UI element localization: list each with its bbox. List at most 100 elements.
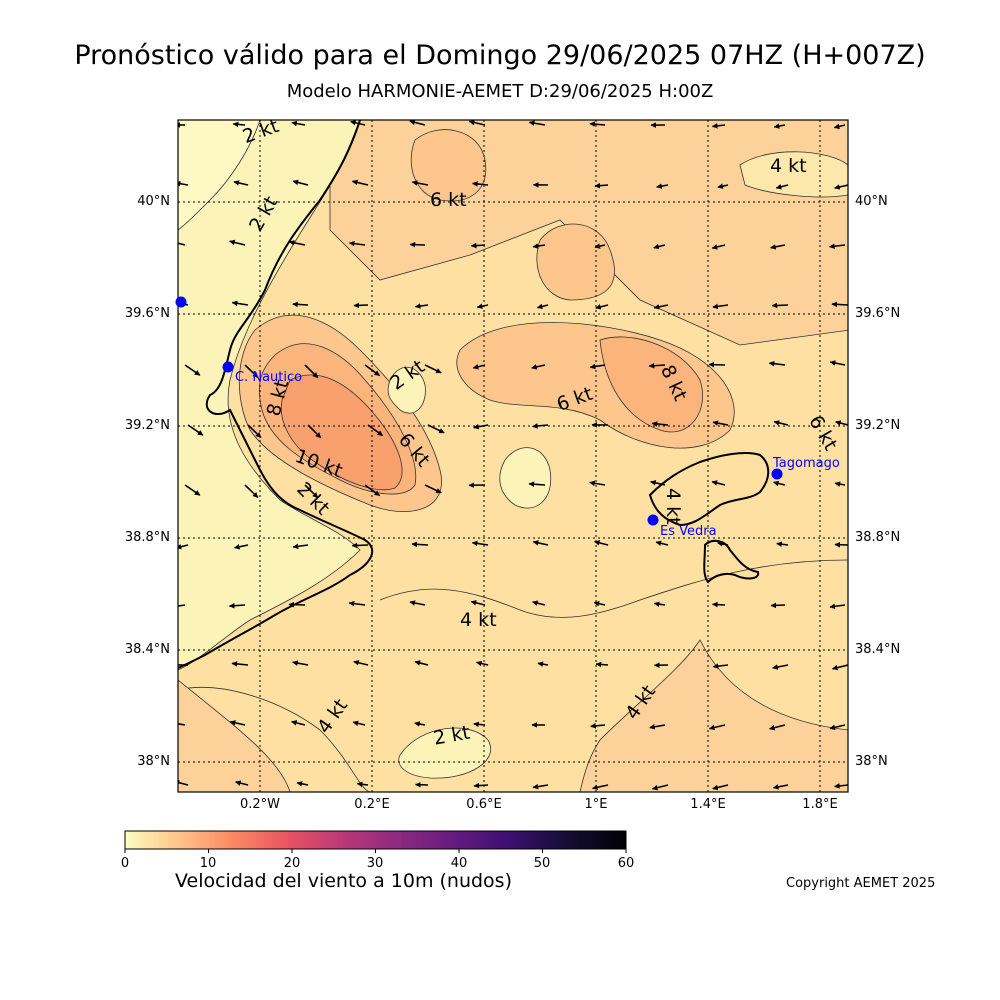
station-label-es-vedra: Es Vedra xyxy=(660,524,717,539)
contour-label: 2 kt xyxy=(432,722,472,750)
wind-arrow xyxy=(471,540,489,547)
colorbar-tick-label: 30 xyxy=(366,856,384,871)
contour-label: 2 kt xyxy=(292,478,333,519)
colorbar xyxy=(124,830,627,850)
wind-arrow xyxy=(651,784,669,791)
wind-arrow xyxy=(291,720,306,726)
contour-label: 6 kt xyxy=(554,383,596,416)
contour-label: 4 kt xyxy=(662,488,684,525)
wind-arrow xyxy=(178,302,189,306)
wind-arrow xyxy=(712,601,726,608)
wind-arrow xyxy=(414,721,426,727)
wind-arrow xyxy=(532,423,549,429)
lat-label-left: 40°N xyxy=(137,194,170,209)
lon-label: 0.2°W xyxy=(239,797,281,812)
wind-arrow xyxy=(472,181,489,187)
lat-label-left: 39.6°N xyxy=(124,306,170,321)
wind-arrow xyxy=(470,242,486,249)
forecast-title: Pronóstico válido para el Domingo 29/06/… xyxy=(74,40,926,71)
station-label-tagomago: Tagomago xyxy=(772,456,840,471)
wind-arrow xyxy=(473,423,489,430)
wind-arrow xyxy=(589,363,606,370)
wind-arrow xyxy=(292,660,309,666)
wind-arrow xyxy=(770,244,786,250)
wind-arrow xyxy=(424,484,442,494)
wind-arrow xyxy=(244,484,259,499)
wind-arrow xyxy=(773,480,786,487)
wind-arrow xyxy=(409,120,426,126)
wind-arrow xyxy=(352,720,366,727)
wind-arrow xyxy=(351,179,369,186)
wind-arrow xyxy=(307,424,322,439)
wind-arrow xyxy=(350,120,366,126)
wind-arrow xyxy=(244,364,259,379)
wind-arrow xyxy=(292,543,309,550)
lat-label-right: 40°N xyxy=(855,194,888,209)
contour-label: 4 kt xyxy=(621,681,660,724)
wind-arrow xyxy=(178,543,189,550)
colorbar-ticks xyxy=(124,849,627,853)
colorbar-label: Velocidad del viento a 10m (nudos) xyxy=(175,870,512,892)
wind-arrow xyxy=(178,604,186,607)
station-marker-c-nautico xyxy=(222,361,234,373)
wind-arrow xyxy=(653,243,666,250)
wind-arrow xyxy=(829,603,846,610)
lat-label-left: 38°N xyxy=(137,754,170,769)
wind-arrow xyxy=(427,424,445,434)
wind-arrow xyxy=(296,781,309,787)
contour-label: 8 kt xyxy=(656,362,691,404)
wind-arrow xyxy=(472,364,486,370)
wind-arrow xyxy=(708,361,726,368)
contour-label: 6 kt xyxy=(430,189,467,211)
wind-arrow xyxy=(536,303,549,310)
wind-arrow xyxy=(717,183,729,189)
station-marker xyxy=(175,296,187,308)
wind-arrow xyxy=(476,660,489,667)
wind-arrow xyxy=(364,364,381,377)
wind-arrow xyxy=(411,180,429,186)
wind-arrow xyxy=(712,420,729,426)
colorbar-tick-label: 60 xyxy=(617,856,635,871)
wind-arrow xyxy=(593,600,606,607)
wind-arrow xyxy=(649,724,666,730)
contour-label: 10 kt xyxy=(292,445,345,482)
wind-arrow xyxy=(829,360,846,366)
wind-arrow xyxy=(184,364,201,376)
lon-label: 1°E xyxy=(584,797,608,812)
wind-arrow xyxy=(231,661,249,667)
wind-arrow xyxy=(187,424,204,436)
wind-arrow xyxy=(651,421,669,427)
wind-arrow xyxy=(769,724,786,731)
contour-label: 4 kt xyxy=(460,609,497,631)
copyright: Copyright AEMET 2025 xyxy=(786,876,936,891)
wind-arrow xyxy=(537,661,549,667)
wind-arrow xyxy=(834,783,848,789)
wind-arrow xyxy=(711,244,726,250)
colorbar-tick-label: 0 xyxy=(120,856,130,871)
wind-arrow xyxy=(468,120,486,126)
wind-arrow xyxy=(229,720,246,726)
wind-arrow xyxy=(229,239,246,246)
wind-arrow xyxy=(414,660,429,666)
wind-arrow xyxy=(528,481,546,487)
wind-arrow xyxy=(292,301,309,308)
wind-arrow xyxy=(773,420,789,426)
wind-arrow xyxy=(532,540,549,546)
wind-arrow xyxy=(411,541,429,548)
contour-label: 2 kt xyxy=(386,356,429,395)
wind-arrow xyxy=(304,484,319,499)
wind-arrow xyxy=(772,784,789,790)
wind-arrow xyxy=(424,364,442,374)
wind-arrow xyxy=(476,303,489,309)
wind-arrow xyxy=(594,182,609,189)
wind-arrow xyxy=(231,300,249,307)
wind-arrow xyxy=(288,240,306,246)
colorbar-tick-label: 20 xyxy=(283,856,301,871)
wind-arrow xyxy=(233,180,249,186)
wind-arrow xyxy=(348,600,366,607)
wind-arrow xyxy=(532,783,549,790)
lat-label-right: 38.4°N xyxy=(855,642,901,657)
wind-arrow xyxy=(304,364,319,379)
wind-arrow xyxy=(712,663,729,669)
wind-arrow xyxy=(594,243,606,249)
